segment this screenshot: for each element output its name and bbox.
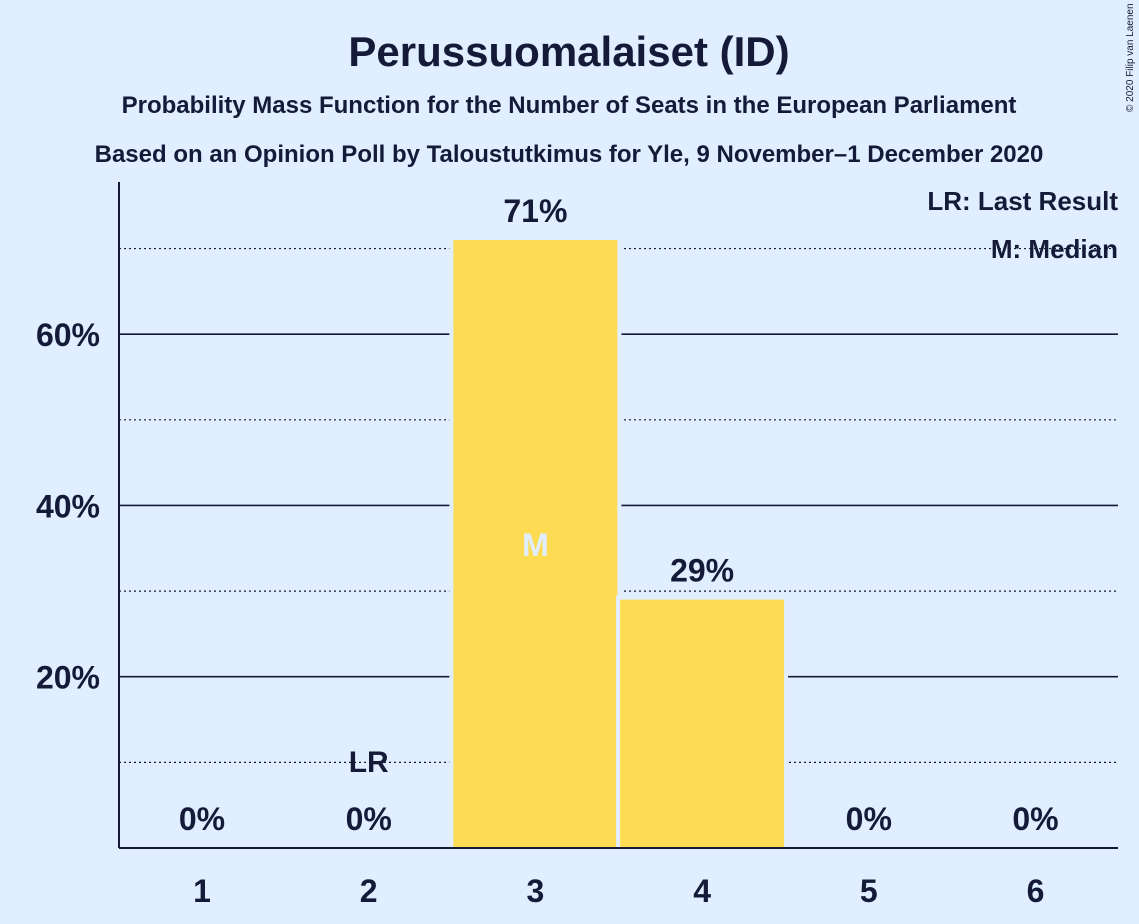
chart-title: Perussuomalaiset (ID) — [348, 28, 789, 75]
x-tick-label-1: 1 — [193, 873, 211, 909]
legend-median: M: Median — [991, 234, 1118, 264]
x-tick-label-6: 6 — [1027, 873, 1045, 909]
x-tick-label-5: 5 — [860, 873, 878, 909]
value-label-3: 71% — [503, 193, 567, 229]
median-marker: M — [522, 527, 549, 563]
chart-subtitle-poll: Based on an Opinion Poll by Taloustutkim… — [95, 141, 1044, 168]
bar-3 — [453, 240, 618, 848]
x-tick-label-2: 2 — [360, 873, 378, 909]
value-label-2: 0% — [346, 801, 392, 837]
data-labels: 0% 0% 71% 29% 0% 0% M LR — [179, 193, 1059, 837]
copyright-note: © 2020 Filip van Laenen — [1125, 3, 1136, 112]
value-label-6: 0% — [1012, 801, 1058, 837]
legend-last-result: LR: Last Result — [927, 186, 1118, 216]
y-tick-label-0: 20% — [36, 660, 100, 696]
last-result-marker: LR — [349, 746, 389, 779]
y-tick-label-2: 60% — [36, 317, 100, 353]
axes: 20% 40% 60% 1 2 3 4 5 6 — [36, 182, 1118, 909]
y-tick-label-1: 40% — [36, 488, 100, 524]
bars — [449, 236, 789, 848]
value-label-4: 29% — [670, 553, 734, 589]
value-label-1: 0% — [179, 801, 225, 837]
x-tick-label-3: 3 — [527, 873, 545, 909]
value-label-5: 0% — [846, 801, 892, 837]
x-tick-label-4: 4 — [693, 873, 711, 909]
chart-subtitle: Probability Mass Function for the Number… — [122, 92, 1017, 119]
bar-4 — [620, 599, 785, 848]
